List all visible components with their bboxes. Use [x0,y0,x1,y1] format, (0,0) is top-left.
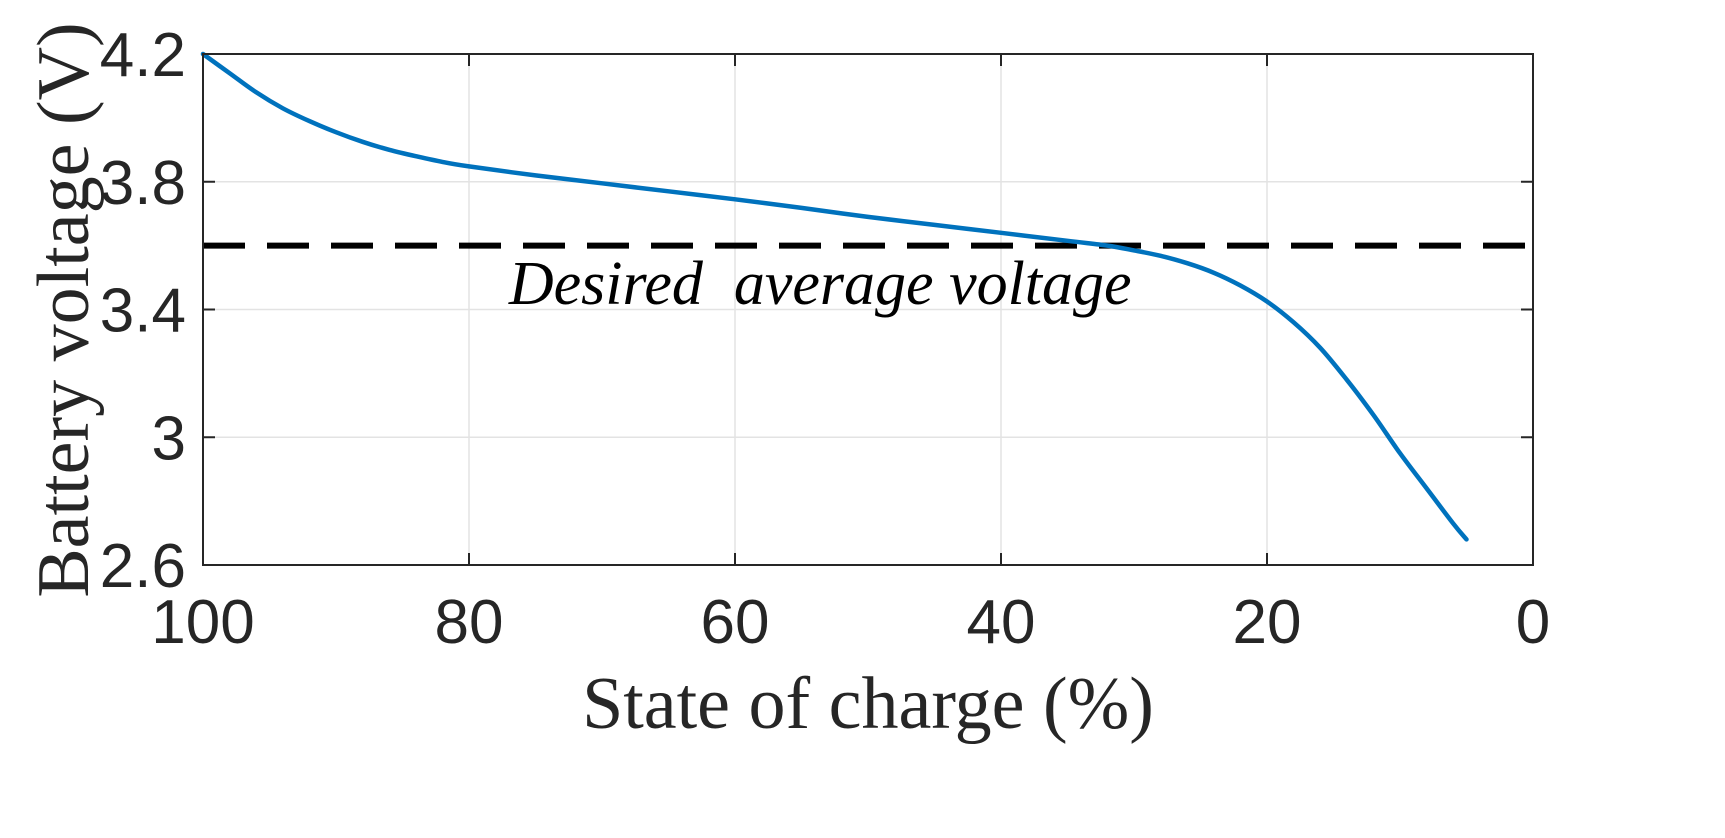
desired-voltage-label: Desired average voltage [508,250,1132,318]
x-axis-title: State of charge (%) [582,663,1154,745]
annotations: Desired average voltage [508,250,1132,318]
x-tick-label: 60 [701,588,770,657]
axis-ticks [202,53,1534,566]
y-tick-label: 4.2 [100,21,186,90]
x-tick-label: 0 [1516,588,1550,657]
y-tick-label: 3 [152,404,186,473]
battery-voltage-line [200,51,1469,542]
x-tick-label: 40 [967,588,1036,657]
y-tick-label: 3.4 [100,277,186,346]
x-tick-label: 100 [151,588,254,657]
y-tick-label: 3.8 [100,149,186,218]
tick-labels: 100 80 60 40 20 0 2.6 3 3.4 3.8 4.2 [100,21,1550,657]
x-tick-label: 20 [1233,588,1302,657]
y-axis-title: Battery voltage (V) [23,22,105,597]
x-tick-label: 80 [435,588,504,657]
y-tick-label: 2.6 [100,532,186,601]
data-series [200,51,1469,542]
